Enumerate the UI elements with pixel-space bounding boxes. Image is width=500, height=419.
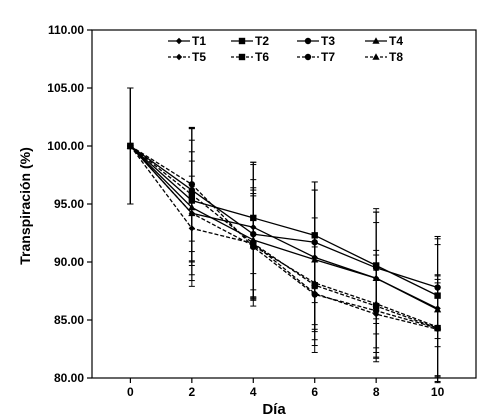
x-tick-label: 10	[431, 385, 445, 399]
legend-marker-t2	[238, 37, 246, 45]
legend-label-t5: T5	[192, 50, 206, 64]
y-tick-label: 85.00	[54, 313, 84, 327]
legend-marker-t5	[175, 53, 183, 61]
legend-label-t1: T1	[192, 34, 206, 48]
y-tick-label: 80.00	[54, 371, 84, 385]
series-layer	[126, 142, 442, 333]
data-point-t3	[372, 264, 380, 271]
legend-marker-t6	[238, 53, 246, 61]
x-tick-label: 8	[373, 385, 380, 399]
x-tick-label: 4	[250, 385, 257, 399]
error-bars-layer	[127, 87, 441, 384]
legend: T1 T2 T3 T4 T5 T6 T7 T8	[168, 34, 403, 64]
data-point-t8	[249, 241, 257, 249]
data-point-t2	[250, 214, 257, 222]
legend-label-t2: T2	[255, 34, 269, 48]
data-point-t7	[188, 181, 196, 188]
data-point-t4	[311, 255, 319, 263]
legend-marker-t4	[372, 37, 380, 44]
y-tick-label: 110.00	[48, 23, 84, 37]
legend-marker-t8	[372, 53, 380, 60]
legend-label-t3: T3	[321, 34, 335, 48]
data-point-t4	[434, 305, 442, 313]
legend-marker-t1	[175, 37, 183, 45]
x-tick-label: 2	[188, 385, 195, 399]
legend-marker-t7	[304, 53, 312, 61]
y-axis-title: Transpiración (%)	[17, 147, 33, 264]
data-point-t7	[311, 291, 318, 298]
data-point-t5	[188, 225, 196, 232]
y-tick-label: 95.00	[54, 197, 84, 211]
legend-marker-t3	[304, 37, 312, 45]
series-line-t3	[130, 145, 438, 289]
data-point-t3	[250, 230, 257, 238]
data-point-t8	[126, 142, 134, 149]
data-point-t4	[188, 203, 196, 211]
data-point-t4	[372, 274, 380, 282]
x-axis-title: Día	[262, 401, 286, 418]
x-tick-label: 6	[311, 385, 318, 399]
legend-label-t4: T4	[389, 34, 403, 48]
data-point-t6	[188, 191, 196, 198]
x-tick-label: 0	[127, 385, 134, 399]
legend-label-t8: T8	[389, 50, 403, 64]
data-point-t8	[434, 323, 442, 330]
data-point-t7	[372, 307, 380, 314]
series-line-t4	[129, 145, 438, 311]
series-line-t6	[129, 145, 438, 329]
data-point-t8	[188, 209, 196, 217]
data-point-t8	[311, 279, 319, 286]
data-point-t3	[311, 239, 318, 246]
data-point-t3	[434, 284, 441, 291]
data-point-t1	[250, 224, 257, 231]
legend-label-t7: T7	[321, 50, 335, 64]
series-line-t5	[129, 145, 438, 330]
legend-label-t6: T6	[255, 50, 269, 64]
y-tick-label: 90.00	[54, 255, 84, 269]
plot-frame	[91, 29, 477, 379]
data-point-t8	[372, 299, 380, 307]
data-point-t2	[434, 292, 441, 299]
series-line-t8	[129, 145, 438, 328]
y-tick-label: 105.00	[47, 81, 84, 95]
data-point-t2	[311, 232, 318, 239]
series-line-t7	[130, 145, 438, 329]
y-tick-label: 100.00	[47, 139, 84, 153]
data-point-t2	[188, 197, 196, 204]
axes-layer: 80.00 85.00 90.00 95.00 100.00 105.00 110.00 0 2…	[47, 23, 477, 399]
